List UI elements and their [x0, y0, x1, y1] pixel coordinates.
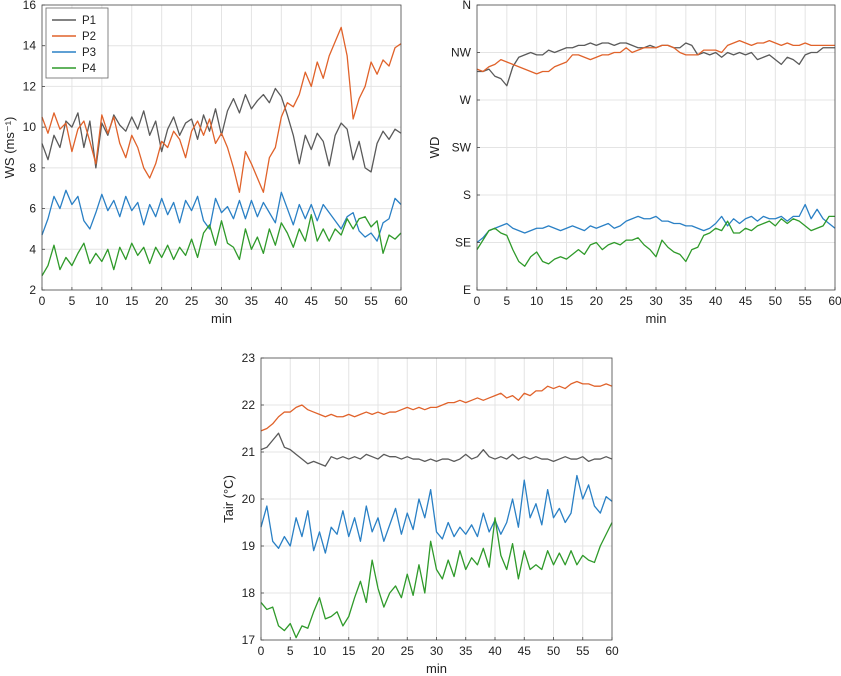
x-axis-label: min	[646, 311, 667, 326]
y-tick-label: 23	[242, 351, 256, 365]
x-tick-label: 5	[287, 644, 294, 658]
legend-label-p1: P1	[82, 15, 96, 27]
y-tick-label: 21	[242, 445, 256, 459]
x-tick-label: 35	[245, 294, 259, 308]
series-line-p1	[260, 432, 613, 467]
x-tick-label: 5	[69, 294, 76, 308]
x-tick-label: 20	[371, 644, 385, 658]
x-tick-label: 15	[560, 294, 574, 308]
series-line-p3	[260, 474, 613, 554]
x-tick-label: 25	[619, 294, 633, 308]
y-tick-label: 16	[23, 0, 37, 12]
x-tick-label: 5	[503, 294, 510, 308]
x-tick-label: 55	[576, 644, 590, 658]
legend-label-p4: P4	[82, 63, 97, 75]
series-line-p3	[476, 203, 836, 244]
x-tick-label: 50	[334, 294, 348, 308]
series-line-p1	[41, 87, 402, 173]
x-tick-label: 10	[313, 644, 327, 658]
x-tick-label: 15	[342, 644, 356, 658]
x-tick-label: 40	[488, 644, 502, 658]
y-tick-label: SE	[455, 236, 471, 250]
series-line-p3	[41, 189, 402, 242]
x-tick-label: 0	[258, 644, 265, 658]
y-axis-label: WD	[427, 137, 442, 159]
x-tick-label: 25	[401, 644, 415, 658]
x-tick-label: 30	[430, 644, 444, 658]
legend-label-p3: P3	[82, 47, 96, 59]
x-tick-label: 20	[590, 294, 604, 308]
y-axis-label: Tair (°C)	[221, 475, 236, 523]
y-tick-label: 19	[242, 539, 256, 553]
x-tick-label: 10	[95, 294, 109, 308]
x-tick-label: 45	[739, 294, 753, 308]
y-tick-label: 2	[29, 283, 36, 297]
x-tick-label: 55	[798, 294, 812, 308]
x-tick-label: 0	[474, 294, 481, 308]
y-tick-label: 12	[23, 79, 37, 93]
y-tick-label: 14	[23, 39, 37, 53]
y-axis-label: WS (ms⁻¹)	[2, 117, 17, 179]
x-tick-label: 55	[364, 294, 378, 308]
y-tick-label: 20	[242, 492, 256, 506]
x-tick-label: 0	[39, 294, 46, 308]
y-tick-label: 22	[242, 398, 256, 412]
series-line-p4	[476, 215, 835, 267]
y-tick-label: S	[463, 188, 471, 202]
y-tick-label: W	[460, 93, 472, 107]
x-tick-label: 30	[215, 294, 229, 308]
x-tick-label: 30	[649, 294, 663, 308]
x-tick-label: 10	[530, 294, 544, 308]
x-tick-label: 40	[275, 294, 289, 308]
y-tick-label: 18	[242, 586, 256, 600]
x-tick-label: 15	[125, 294, 139, 308]
y-tick-label: N	[462, 0, 471, 12]
legend-label-p2: P2	[82, 31, 96, 43]
x-tick-label: 60	[394, 294, 408, 308]
y-tick-label: E	[463, 283, 471, 297]
legend: P1 P2 P3 P4	[45, 7, 109, 79]
y-tick-label: 10	[23, 120, 37, 134]
x-tick-label: 25	[185, 294, 199, 308]
y-tick-label: SW	[452, 141, 472, 155]
x-tick-label: 60	[828, 294, 841, 308]
x-axis-label: min	[211, 311, 232, 326]
x-axis-label: min	[426, 661, 447, 676]
x-tick-label: 35	[679, 294, 693, 308]
y-tick-label: 17	[242, 633, 256, 647]
x-tick-label: 50	[547, 644, 561, 658]
series-line-p2	[41, 26, 402, 193]
y-tick-label: 4	[29, 242, 36, 256]
x-tick-label: 45	[305, 294, 319, 308]
x-tick-label: 45	[518, 644, 532, 658]
series-line-p4	[41, 214, 402, 277]
x-tick-label: 60	[605, 644, 619, 658]
y-tick-label: NW	[451, 46, 472, 60]
series-line-p4	[260, 517, 613, 639]
y-tick-label: 6	[29, 202, 36, 216]
y-tick-label: 8	[29, 161, 36, 175]
x-tick-label: 20	[155, 294, 169, 308]
chart-panel-3: 0 5 10 15 20 25 30 35 40 45 50 55 60 17 18 19 20 21 22 23 mi…	[221, 351, 619, 676]
series-line-p2	[476, 39, 835, 75]
x-tick-label: 40	[709, 294, 723, 308]
chart-panel-1: 0 5 10 15 20 25 30 35 40 45 50 55 60 2 4 6 8 10 12 14 16 min W…	[2, 0, 408, 326]
x-tick-label: 50	[769, 294, 783, 308]
x-tick-label: 35	[459, 644, 473, 658]
series-line-p2	[260, 380, 613, 432]
